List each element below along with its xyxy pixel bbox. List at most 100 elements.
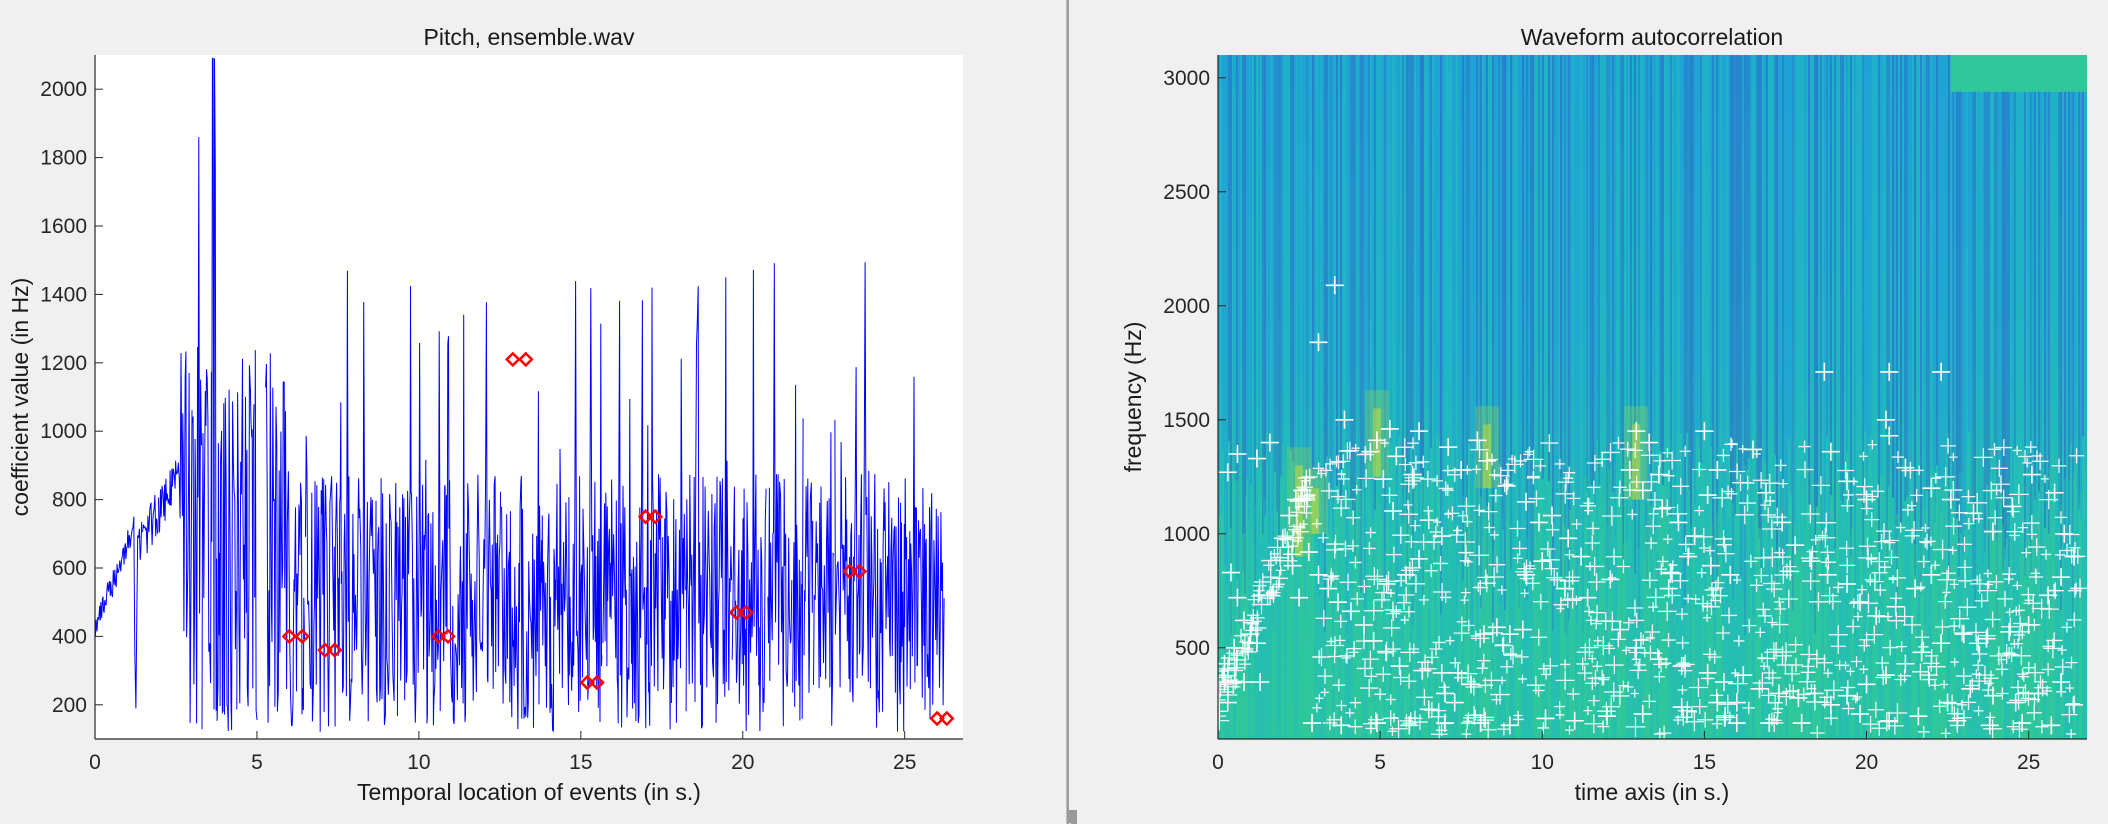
autocorrelation-peak-marker [1225,661,1244,680]
heatmap-streak [1940,55,1942,514]
heatmap-cell [1818,494,1821,739]
autocorrelation-peak-marker [2012,616,2028,631]
autocorrelation-peak-marker [1309,565,1328,584]
autocorrelation-peak-marker [1437,716,1452,731]
heatmap-streak [2058,55,2060,522]
heatmap-cell [1251,525,1254,739]
heatmap-streak [1572,55,1574,455]
autocorrelation-peak-marker [1762,519,1782,539]
autocorrelation-peak-marker [1888,575,1898,584]
autocorrelation-peak-marker [1983,522,2002,541]
heatmap-streak [1632,55,1634,511]
heatmap-cell [1845,478,1848,739]
heatmap-cell [1869,494,1872,739]
autocorrelation-peak-marker [1949,579,1959,589]
autocorrelation-peak-marker [1620,441,1636,457]
autocorrelation-peak-marker [1556,604,1565,613]
window-resize-corner[interactable] [1067,810,1077,824]
heatmap-streak [1954,55,1956,534]
autocorrelation-peak-marker [2043,638,2063,659]
autocorrelation-peak-marker [1816,654,1833,672]
autocorrelation-peak-marker [2051,458,2067,474]
heatmap-streak [1514,55,1516,598]
autocorrelation-peak-marker [1984,611,2001,628]
pitch-y-tick-label: 1400 [40,283,87,306]
pitch-x-axis-label: Temporal location of events (in s.) [357,779,701,805]
heatmap-streak [1696,55,1698,435]
heatmap-streak [1840,55,1842,501]
heatmap-cell [1530,481,1533,739]
autocorrelation-peak-marker [1337,473,1350,485]
autocorrelation-peak-marker [1438,481,1453,496]
heatmap-streak [1838,55,1840,479]
autocorrelation-peak-marker [1662,564,1682,584]
pitch-event-marker [939,710,955,727]
heatmap-streak [1426,55,1428,530]
autocorrelation-peak-marker [1400,642,1420,662]
autocorrelation-peak-marker [1727,693,1746,712]
heatmap-cell [1704,502,1707,739]
autocorrelation-peak-marker [1653,656,1670,673]
heatmap-streak [1306,55,1308,539]
heatmap-streak [2014,55,2016,448]
heatmap-streak [1888,55,1890,487]
heatmap-cell [1584,477,1587,739]
autocorrelation-peak-marker [1326,637,1336,646]
heatmap-streak [1918,55,1920,618]
heatmap-streak [2048,55,2050,534]
autocorrelation-peak-marker [1648,508,1659,519]
autocorrelation-peak-marker [1403,559,1422,577]
heatmap-streak [1704,55,1706,590]
heatmap-cell [1626,518,1629,739]
pitch-chart[interactable]: 0 5 10 15 20 25200400600800100012001400160018… [0,0,1069,824]
autocorrelation-peak-marker [1610,631,1627,648]
heatmap-streak [1476,55,1478,576]
heatmap-streak [1564,55,1566,635]
autocorrelation-peak-marker [1337,540,1354,557]
autocorrelation-peak-marker [1319,579,1338,598]
autocorrelation-peak-marker [1332,499,1350,517]
heatmap-cell [1740,492,1743,739]
heatmap-cell [1746,525,1749,739]
heatmap-streak [1500,55,1502,604]
autocorrelation-peak-marker [1788,637,1803,652]
heatmap-cell [1332,526,1335,739]
autocorrelation-peak-marker [1753,568,1769,583]
heatmap-cell [1941,544,1944,739]
autocorrelation-peak-marker [1571,518,1582,530]
autocorrelation-peak-marker [1964,504,1983,523]
heatmap-streak [1552,55,1554,631]
heatmap-streak [1516,55,1518,516]
autocorrelation-peak-marker [1943,694,1962,713]
autocorrelation-peak-marker [1588,695,1600,707]
autocorrelation-peak-marker [1540,669,1552,680]
autocorrelation-peak-marker [2027,538,2046,556]
autocorrelation-peak-marker [1384,502,1403,520]
heatmap-streak [1248,55,1250,521]
autocorrelation-peak-marker [1663,587,1681,604]
autocorrelation-peak-marker [1862,715,1879,733]
autocorrelation-peak-marker [1648,602,1659,613]
pitch-y-tick-label: 200 [52,694,87,717]
autocorrelation-peak-marker [1559,529,1578,548]
autocorrelation-peak-marker [1856,478,1873,495]
autocorrelation-peak-marker [1623,617,1635,629]
heatmap-streak [1538,55,1540,460]
autocorrelation-peak-marker [1655,563,1668,576]
heatmap-streak [1958,55,1960,577]
heatmap-streak [1952,55,1954,508]
heatmap-streak [2060,55,2062,610]
autocorrelation-peak-marker [1326,541,1344,559]
pitch-line-segment [305,270,398,732]
autocorrelation-peak-marker [1800,549,1819,568]
heatmap-streak [1440,55,1442,615]
heatmap-cell [1455,510,1458,739]
autocorrelation-peak-marker [1769,684,1788,703]
heatmap-streak [1892,55,1894,498]
autocorrelation-peak-marker [1375,666,1392,682]
heatmap-streak [1990,55,1992,549]
autocorrelation-peak-marker [1593,635,1614,656]
heatmap-streak [2080,55,2082,520]
autocorrelation-peak-marker [1563,466,1576,479]
